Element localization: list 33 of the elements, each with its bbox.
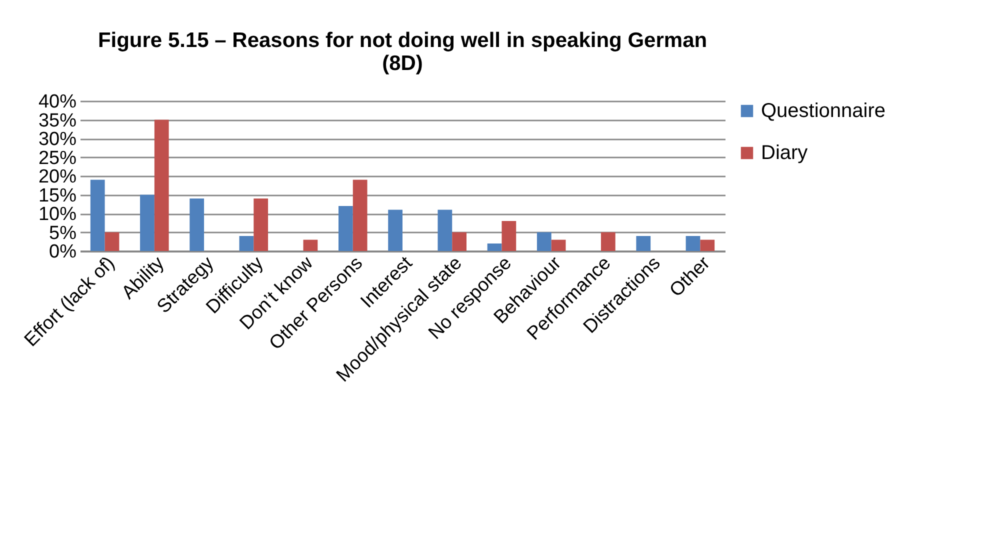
legend-label: Questionnaire (761, 100, 886, 122)
bar (438, 210, 452, 251)
bar (487, 244, 502, 251)
y-tick-label: 25% (38, 148, 77, 169)
bar (303, 240, 318, 251)
y-tick-label: 35% (38, 110, 77, 132)
bar (636, 236, 651, 251)
bar (536, 232, 552, 251)
y-tick-label: 15% (38, 185, 77, 206)
bar (90, 180, 105, 251)
y-tick-label: 30% (38, 129, 77, 150)
bar (338, 206, 353, 251)
bar (239, 236, 254, 251)
y-tick-label: 20% (38, 166, 77, 188)
chart-title: Figure 5.15 – Reasons for not doing well in speaking German (8D) (98, 29, 708, 75)
bar (686, 236, 700, 251)
bar (700, 240, 715, 251)
y-tick-label: 10% (38, 204, 77, 225)
bar (254, 198, 268, 251)
bar (154, 120, 169, 251)
bar (104, 232, 120, 251)
bar (190, 198, 204, 251)
legend-label: Diary (761, 142, 808, 164)
bar (388, 210, 402, 251)
bar (140, 194, 154, 251)
bar (352, 180, 368, 251)
bar (551, 240, 566, 251)
bar (452, 232, 467, 251)
y-tick-label: 0% (49, 242, 77, 262)
bar (502, 221, 516, 251)
bar (600, 232, 616, 251)
y-tick-label: 5% (49, 222, 77, 244)
y-tick-label: 40% (38, 92, 77, 112)
